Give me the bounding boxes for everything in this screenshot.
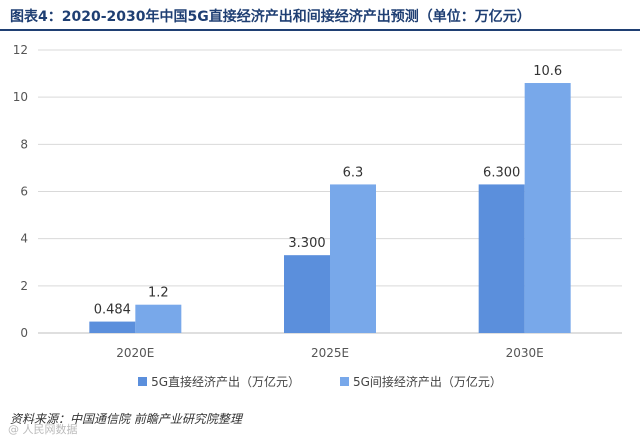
bar-direct xyxy=(89,321,136,333)
title-underline xyxy=(0,29,640,31)
legend-swatch-indirect xyxy=(340,376,349,386)
legend-swatch-direct xyxy=(138,376,148,386)
data-label: 10.6 xyxy=(533,64,562,79)
y-tick-label: 10 xyxy=(13,90,28,104)
y-tick-label: 8 xyxy=(20,137,28,151)
bar-indirect xyxy=(524,83,571,333)
x-tick-label: 2025E xyxy=(311,346,349,360)
y-tick-label: 0 xyxy=(20,326,28,340)
bar-indirect xyxy=(135,304,182,333)
y-tick-label: 6 xyxy=(20,185,28,199)
y-tick-label: 12 xyxy=(13,43,28,57)
data-label: 6.3 xyxy=(343,165,364,180)
x-tick-label: 2020E xyxy=(116,346,154,360)
legend-label-indirect: 5G间接经济产出（万亿元） xyxy=(353,374,502,389)
legend-item-indirect: 5G间接经济产出（万亿元） xyxy=(340,373,502,390)
data-label: 6.300 xyxy=(483,165,520,180)
data-label: 1.2 xyxy=(148,286,169,301)
source-note: 资料来源：中国通信院 前瞻产业研究院整理 xyxy=(10,412,242,426)
data-label: 0.484 xyxy=(94,303,131,318)
x-tick-label: 2030E xyxy=(506,346,544,360)
chart-title: 图表4：2020-2030年中国5G直接经济产出和间接经济产出预测（单位：万亿元… xyxy=(10,9,531,25)
bar-indirect xyxy=(330,184,376,333)
watermark-text: @ 人民网数据 xyxy=(8,423,78,436)
chart-legend: 5G直接经济产出（万亿元） 5G间接经济产出（万亿元） xyxy=(0,372,640,390)
legend-item-direct: 5G直接经济产出（万亿元） xyxy=(138,373,300,390)
bar-direct xyxy=(284,255,330,333)
data-label: 3.300 xyxy=(288,236,325,251)
bar-chart: 0 2 4 6 8 10 12 0.484 1.2 2020E 3.300 6.3 2025E 6.300… xyxy=(13,43,622,360)
legend-label-direct: 5G直接经济产出（万亿元） xyxy=(151,374,300,389)
bar-direct xyxy=(478,184,525,333)
y-tick-label: 2 xyxy=(20,279,28,293)
y-tick-label: 4 xyxy=(20,232,28,246)
